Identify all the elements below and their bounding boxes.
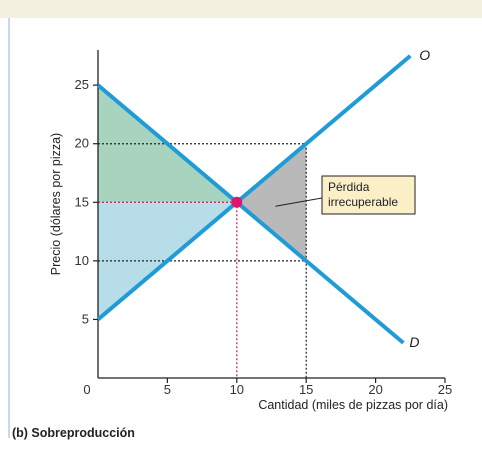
y-tick-label: 25 (75, 77, 89, 92)
x-tick-label: 10 (230, 382, 244, 397)
callout-pointer (275, 197, 323, 207)
demand-curve-label: D (409, 334, 419, 350)
callout-text-line: Pérdida (328, 180, 370, 194)
equilibrium-point (231, 196, 243, 208)
x-tick-label: 15 (299, 382, 313, 397)
y-tick-label: 15 (75, 194, 89, 209)
demand-curve (96, 83, 405, 345)
x-tick-label: 20 (368, 382, 382, 397)
y-tick-label: 5 (82, 311, 89, 326)
tick-labels: 0 5 10 15 20 25 5 10 15 20 25 (75, 77, 453, 397)
curves (96, 54, 412, 345)
labels: Cantidad (miles de pizzas por día) Precio… (49, 47, 448, 412)
x-tick-label: 25 (438, 382, 452, 397)
supply-curve (96, 54, 412, 321)
y-tick-label: 20 (75, 136, 89, 151)
left-accent-line (8, 18, 10, 438)
top-band (0, 0, 482, 18)
callout-box (321, 175, 416, 215)
supply-curve-label: O (419, 47, 430, 63)
y-axis-title: Precio (dólares por pizza) (49, 133, 63, 275)
figure-caption: (b) Sobreproducción (12, 426, 135, 440)
y-tick-label: 10 (75, 253, 89, 268)
x-axis-title: Cantidad (miles de pizzas por día) (258, 398, 448, 412)
x-tick-label: 5 (164, 382, 171, 397)
x-tick-label: 0 (83, 382, 90, 397)
axes (93, 50, 446, 383)
deadweight-loss-area (236, 143, 307, 261)
callout-text-line: irrecuperable (328, 195, 398, 209)
